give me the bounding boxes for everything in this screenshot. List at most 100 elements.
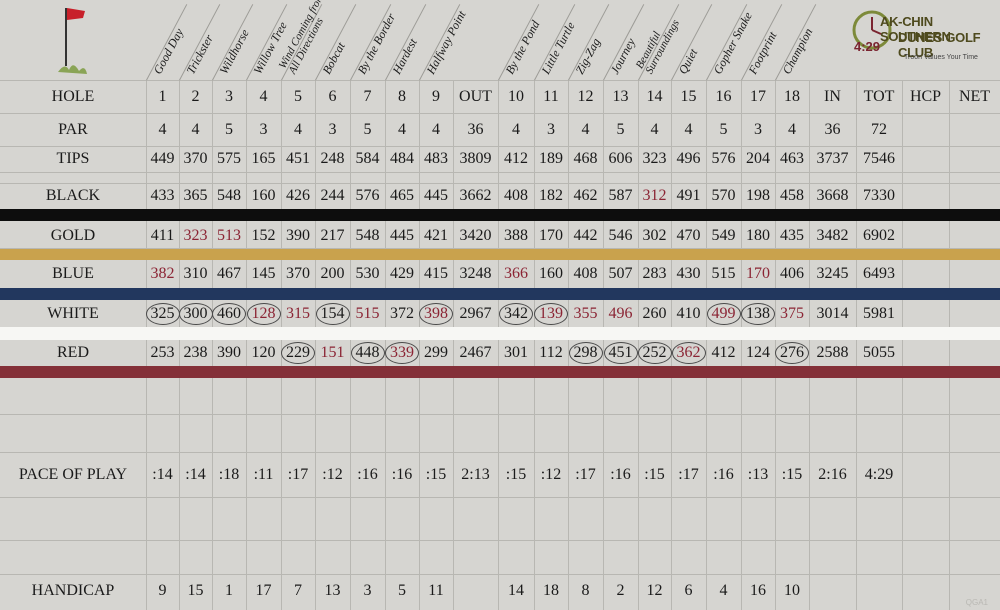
tee-gold-hole-16: 549	[711, 227, 736, 244]
tee-blue-hole-5: 370	[286, 265, 310, 282]
tee-black-hole-15: 491	[676, 187, 701, 204]
pace-hole-18: :15	[781, 466, 803, 483]
tee-red-hole-11: 112	[539, 344, 563, 361]
handicap-hole-1: 9	[158, 582, 167, 599]
tee-red-hole-14: 252	[638, 340, 671, 366]
pace-hole-10: :15	[505, 466, 527, 483]
handicap-hole-14: 12	[646, 582, 663, 599]
handicap-hole-4: 17	[255, 582, 272, 599]
watermark: QGA1	[965, 598, 988, 607]
handicap-hole-2: 15	[187, 582, 204, 599]
tee-gold-hole-5: 390	[286, 227, 310, 244]
handicap-hole-7: 3	[363, 582, 372, 599]
par-hole-14: 4	[650, 121, 659, 138]
tee-gold-hole-3: 513	[217, 227, 241, 244]
tee-tips-hole-15: 496	[676, 150, 701, 167]
handicap-hole-12: 8	[581, 582, 590, 599]
tee-white-hole-7: 515	[355, 305, 380, 322]
hole-number: 13	[612, 87, 629, 105]
tee-blue-hole-10: 366	[504, 265, 528, 282]
hole-number: 10	[508, 87, 524, 105]
tee-black-hole-17: 198	[746, 187, 770, 204]
handicap-hole-13: 2	[616, 582, 625, 599]
tee-gold-hole-10: 388	[504, 227, 528, 244]
tee-red-hole-2: 238	[183, 344, 208, 361]
tee-white-hole-16: 499	[706, 300, 741, 328]
pace-hole-8: :16	[391, 466, 413, 483]
tee-tips-hole-6: 248	[320, 150, 345, 167]
pace-hole-7: :16	[357, 466, 378, 483]
tee-red-in: 2588	[816, 344, 849, 361]
par-hole-5: 4	[294, 121, 302, 138]
tee-gold-label: GOLD	[50, 227, 96, 244]
hole-number: 15	[680, 87, 697, 105]
tee-white-label: WHITE	[47, 305, 99, 322]
tee-black-hole-11: 182	[539, 187, 563, 204]
hole-name-18: Champion	[779, 25, 816, 77]
hole-name-1: Good Day	[150, 26, 187, 77]
tee-tips-label: TIPS	[56, 150, 90, 167]
tee-red-hole-4: 120	[251, 344, 276, 361]
tee-tips-hole-12: 468	[573, 150, 598, 167]
tee-red-hole-3: 390	[217, 344, 241, 361]
logo-time: 4:29	[854, 39, 881, 54]
handicap-hole-10: 14	[508, 582, 524, 599]
tee-red-hole-7: 448	[350, 340, 385, 366]
tee-black-hole-14: 312	[642, 187, 667, 204]
pace-label: PACE OF PLAY	[18, 466, 128, 483]
tee-tips-hole-18: 463	[780, 150, 804, 167]
tee-white-hole-4: 128	[246, 300, 281, 328]
pace-hole-16: :16	[713, 466, 734, 483]
out-header: OUT	[459, 87, 492, 105]
row-divider	[0, 172, 1000, 173]
tee-blue-hole-3: 467	[217, 265, 241, 282]
tee-white-hole-18: 375	[780, 305, 804, 322]
tee-white-tot: 5981	[863, 305, 895, 322]
hole-name-6: Bobcat	[319, 39, 348, 77]
hcp-header: HCP	[909, 87, 942, 105]
handicap-hole-8: 5	[398, 582, 406, 599]
tee-black-hole-1: 433	[150, 187, 175, 204]
tee-gold-hole-17: 180	[746, 227, 770, 244]
tee-tips-hole-14: 323	[642, 150, 667, 167]
club-logo: AK-CHIN SOUTHERN DUNES GOLF CLUB 4:29 Tr…	[850, 8, 1000, 78]
tee-red-hole-12: 298	[568, 340, 603, 366]
tee-red-tot: 5055	[863, 344, 895, 361]
tee-tips-hole-10: 412	[504, 150, 528, 167]
tee-black-hole-8: 465	[390, 187, 414, 204]
tee-red-hole-13: 451	[603, 340, 638, 366]
tee-blue-tot: 6493	[863, 265, 895, 282]
tee-black-hole-10: 408	[504, 187, 528, 204]
tee-blue-hole-9: 415	[424, 265, 448, 282]
tee-gold-hole-4: 152	[251, 227, 276, 244]
tee-band-blue	[0, 288, 1000, 300]
tee-blue-label: BLUE	[52, 265, 94, 282]
par-hole-10: 4	[512, 121, 520, 138]
hole-number: 7	[363, 87, 372, 105]
tee-black-hole-9: 445	[424, 187, 448, 204]
tee-black-hole-16: 570	[711, 187, 736, 204]
tee-tips-hole-13: 606	[608, 150, 633, 167]
hole-number: 4	[259, 87, 268, 105]
tee-white-hole-5: 315	[286, 305, 310, 322]
column-divider	[534, 80, 535, 610]
hole-name-11: Little Turtle	[538, 19, 578, 77]
tee-white-hole-13: 496	[608, 305, 633, 322]
par-label: PAR	[58, 121, 88, 138]
tee-gold-hole-7: 548	[355, 227, 380, 244]
column-divider	[419, 80, 420, 610]
handicap-hole-11: 18	[543, 582, 559, 599]
pace-hole-5: :17	[287, 466, 309, 483]
tee-red-out: 2467	[459, 344, 492, 361]
tee-tips-hole-8: 484	[390, 150, 414, 167]
tee-tips-hole-9: 483	[424, 150, 448, 167]
hole-number: 6	[328, 87, 337, 105]
tee-blue-hole-1: 382	[150, 265, 175, 282]
hole-number: 9	[432, 87, 440, 105]
pace-hole-14: :15	[644, 466, 665, 483]
column-divider	[246, 80, 247, 610]
handicap-hole-15: 6	[684, 582, 693, 599]
tee-white-hole-3: 460	[212, 300, 246, 328]
tee-black-in: 3668	[816, 187, 849, 204]
